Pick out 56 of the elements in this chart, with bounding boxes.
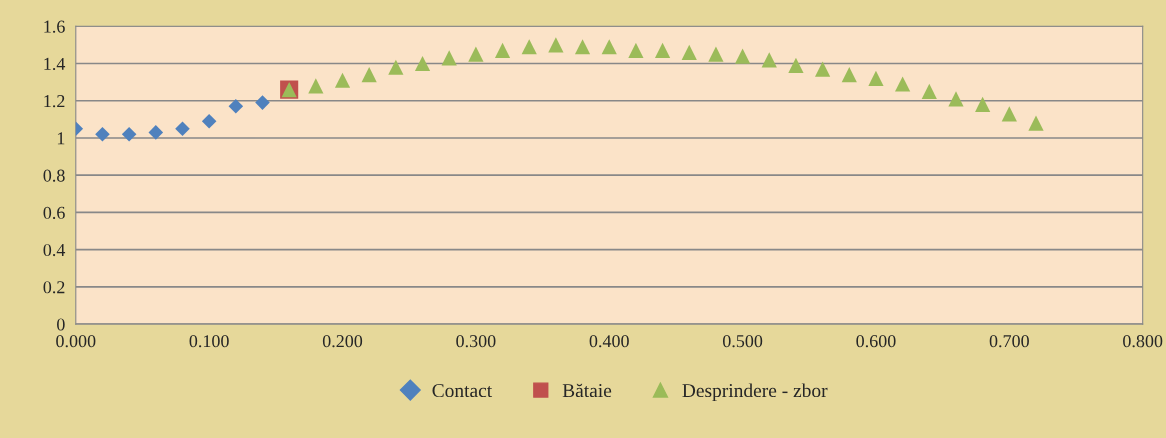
point [948,91,964,107]
point [601,39,617,55]
x-tick-label: 0.700 [989,335,1029,348]
point [681,44,697,60]
point [414,55,431,72]
y-tick-label: 1.4 [44,57,66,71]
x-tick-label: 0.200 [322,335,363,348]
x-tick-label: 0.100 [189,335,229,348]
x-tick-label: 0.500 [722,335,763,348]
point [1001,106,1017,122]
y-tick-label: 0.8 [43,169,65,182]
y-tick-label: 1.2 [44,95,65,108]
x-tick-label: 0.400 [589,335,629,348]
y-tick-label: 1 [57,132,65,145]
point [548,37,564,53]
y-tick-label: 0 [57,318,65,331]
point [574,39,591,55]
point [95,126,110,142]
point [975,96,991,113]
point [148,125,164,140]
point [121,126,137,142]
point [868,70,884,87]
point [628,42,644,59]
point [654,42,671,59]
x-tick-label: 0.600 [856,335,896,348]
point [441,50,457,66]
x-tick-label: 0.800 [1123,335,1163,348]
point [1028,115,1044,131]
point [841,67,857,83]
point [708,46,724,62]
y-tick-label: 0.4 [43,243,66,257]
point [815,61,831,77]
x-tick-label: 0.300 [456,335,496,348]
point [255,95,270,110]
legend-label: Contact [432,384,493,398]
point [895,76,911,92]
legend-label: Desprindere - zbor [682,383,828,402]
point [334,72,351,88]
y-tick-label: 0.6 [43,206,65,219]
point [468,46,484,62]
point [201,113,217,129]
point [175,121,190,136]
point [388,59,404,75]
point [761,52,777,68]
point [308,78,324,94]
point [228,99,244,114]
point [921,83,937,100]
point [494,42,511,59]
point [734,48,751,64]
point [361,67,377,83]
point [521,39,537,55]
point [788,57,804,73]
legend-label: Bătaie [562,383,612,398]
y-tick-label: 1.6 [44,20,65,33]
y-tick-label: 0.2 [43,281,65,294]
x-tick-label: 0.000 [56,335,96,348]
